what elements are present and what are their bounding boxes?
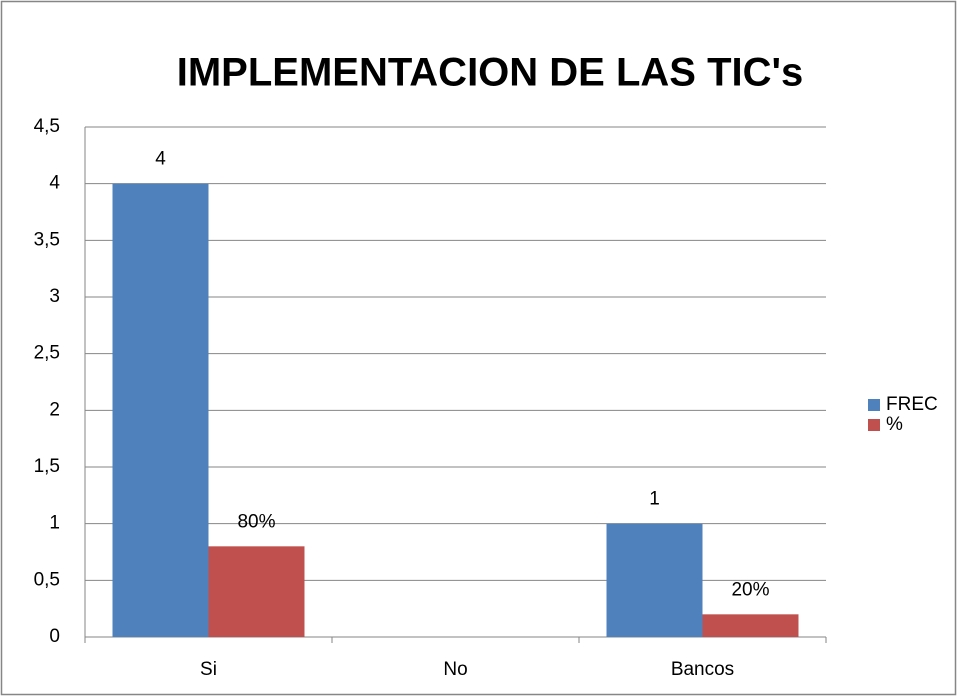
y-tick-label: 1,5 [34, 456, 60, 477]
y-tick-label: 1 [49, 513, 60, 534]
y-tick-label: 3,5 [34, 229, 60, 250]
data-label: 4 [155, 149, 166, 170]
x-tick-label: No [443, 659, 467, 680]
y-tick-label: 4 [49, 173, 60, 194]
legend-label: % [886, 414, 903, 435]
y-tick-label: 0,5 [34, 569, 60, 590]
data-label: 20% [731, 579, 769, 600]
legend-label: FREC [886, 394, 938, 415]
data-label: 1 [649, 489, 660, 510]
legend-swatch [868, 399, 880, 411]
y-tick-label: 0 [49, 626, 60, 647]
y-tick-label: 2,5 [34, 343, 60, 364]
data-label: 80% [237, 511, 275, 532]
bar [702, 614, 799, 637]
legend-swatch [868, 419, 880, 431]
bar [112, 183, 209, 637]
x-tick-label: Bancos [671, 659, 734, 680]
bar [208, 546, 305, 637]
y-tick-label: 3 [49, 286, 60, 307]
chart-title: IMPLEMENTACION DE LAS TIC's [177, 51, 804, 95]
x-tick-label: Si [200, 659, 217, 680]
bar [606, 523, 703, 637]
y-tick-label: 2 [49, 399, 60, 420]
y-tick-label: 4,5 [34, 116, 60, 137]
